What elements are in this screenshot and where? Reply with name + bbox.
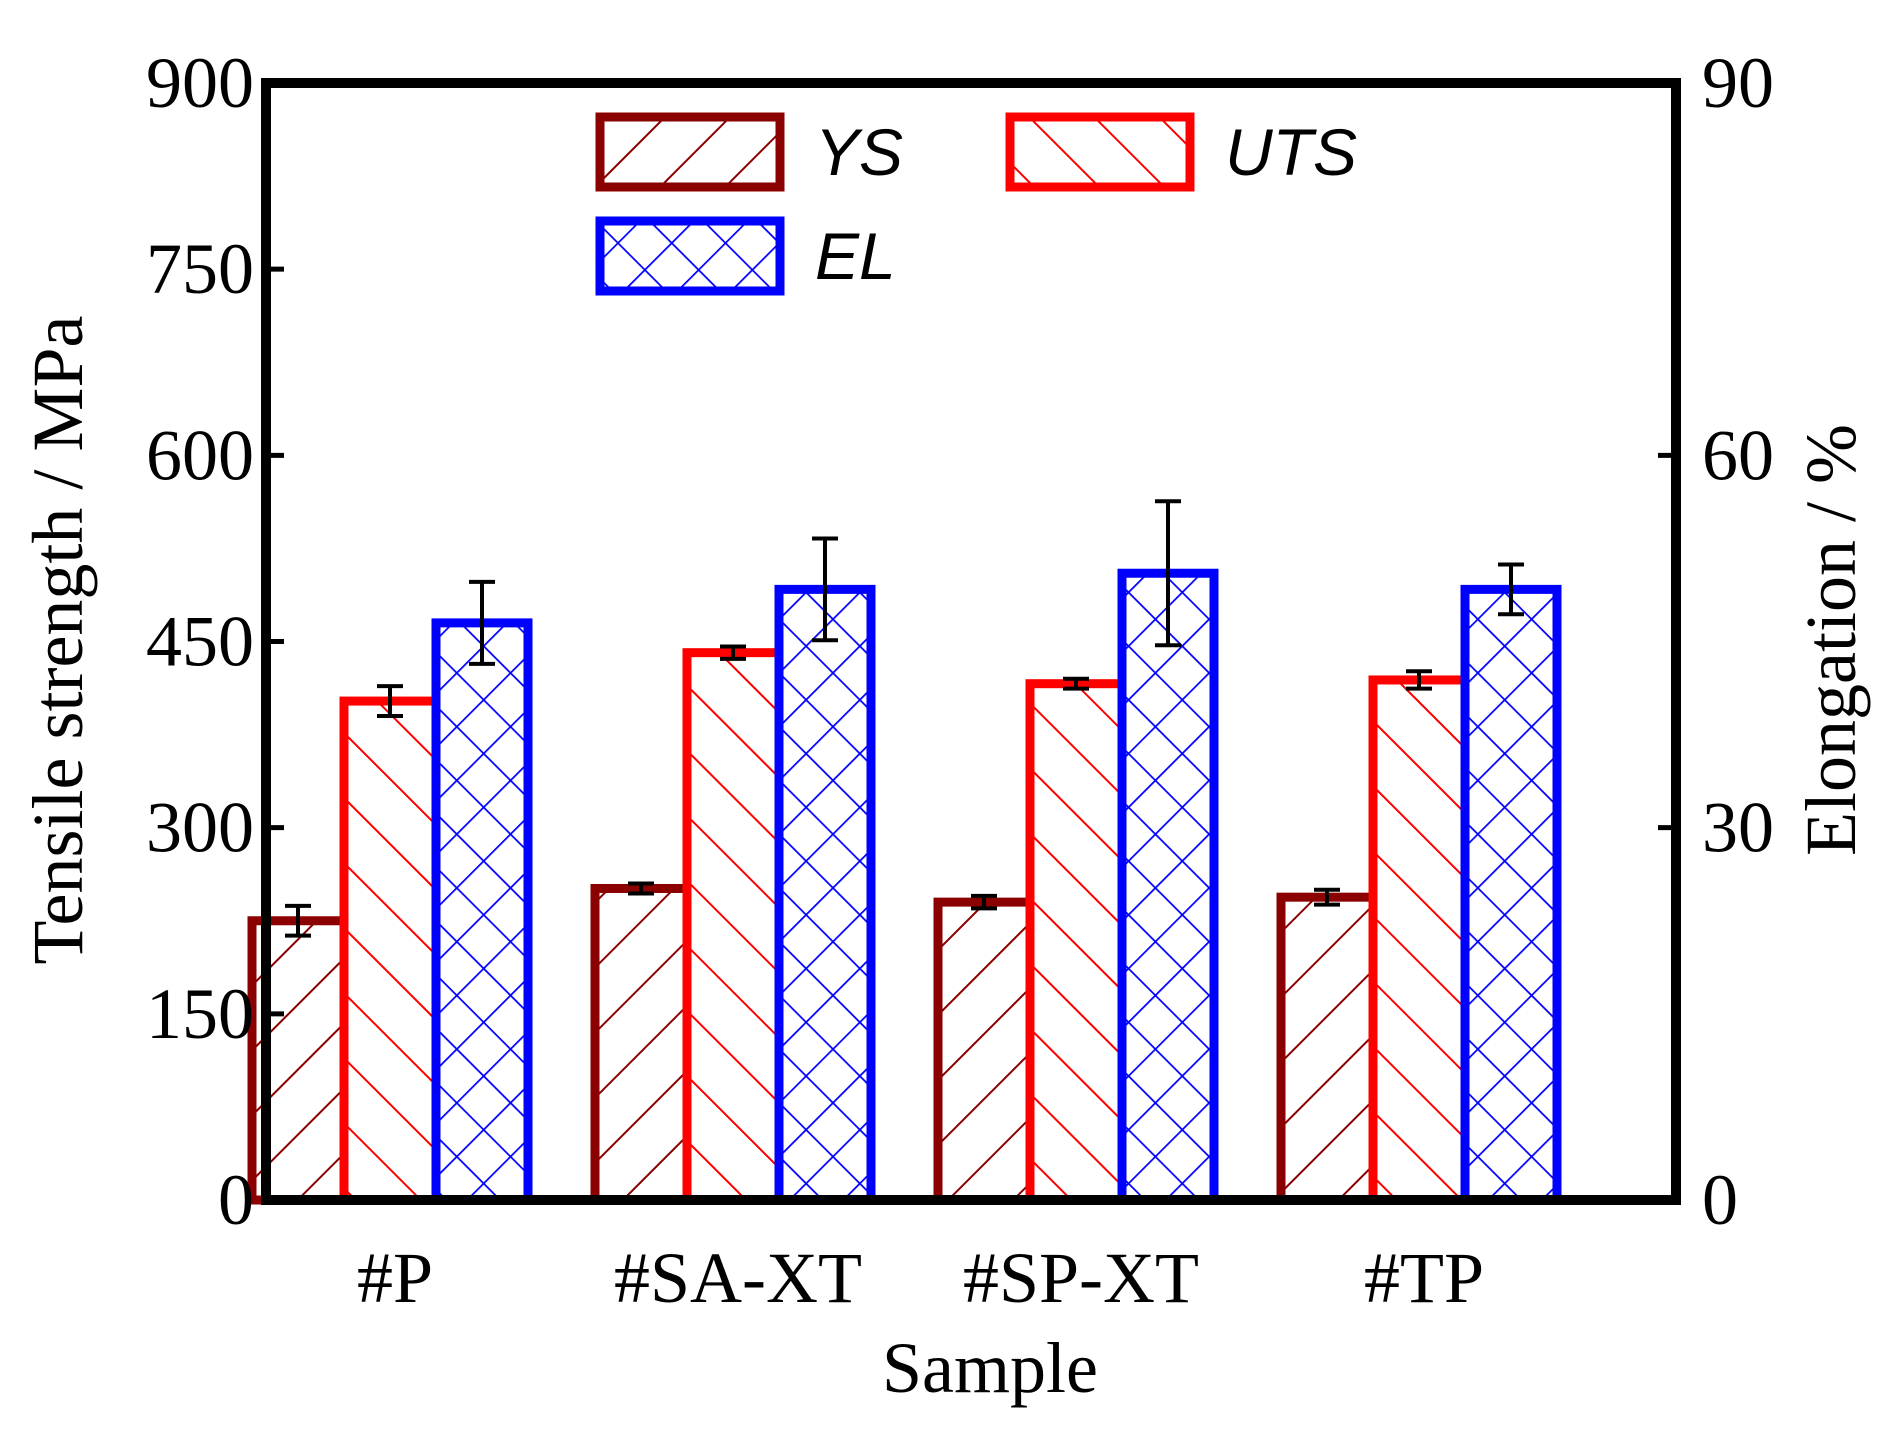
bar-uts-2	[1025, 679, 1127, 1205]
legend-entry-ys: YS	[595, 112, 903, 192]
left-tick-label: 600	[146, 415, 254, 495]
error-bar-uts-3	[1406, 669, 1432, 691]
legend: YS UTS EL	[595, 112, 1357, 296]
bar-el-1	[774, 584, 876, 1205]
legend-swatch-uts	[1005, 112, 1195, 192]
legend-swatch-el	[595, 216, 785, 296]
legend-label-el: EL	[815, 219, 896, 293]
error-bar-uts-0	[377, 684, 403, 718]
error-bar-uts-1	[720, 644, 746, 661]
bars-layer	[247, 568, 1562, 1205]
left-tick-label: 900	[146, 43, 254, 123]
legend-label-ys: YS	[815, 115, 903, 189]
bar-el-3	[1460, 584, 1562, 1205]
x-axis: #P #SA-XT #SP-XT #TP	[357, 1238, 1484, 1318]
error-bar-uts-2	[1063, 676, 1089, 691]
left-tick-label: 0	[218, 1160, 254, 1240]
error-bar-el-3	[1498, 562, 1524, 617]
error-bars-layer	[285, 499, 1524, 938]
legend-entry-el: EL	[595, 216, 896, 296]
bar-el-0	[431, 618, 533, 1205]
left-tick-label: 450	[146, 602, 254, 682]
right-tick-label: 90	[1702, 43, 1774, 123]
bar-el-2	[1117, 568, 1219, 1205]
legend-swatch-ys	[595, 112, 785, 192]
bar-uts-0	[339, 696, 441, 1205]
error-bar-el-1	[812, 536, 838, 643]
legend-entry-uts: UTS	[1005, 112, 1357, 192]
error-bar-ys-3	[1314, 887, 1340, 907]
bar-ys-2	[933, 897, 1035, 1205]
right-tick-label: 30	[1702, 788, 1774, 868]
error-bar-ys-2	[971, 893, 997, 911]
right-axis: 0 30 60 90	[1658, 43, 1774, 1240]
left-axis: 0 150 300 450 600 750 900	[146, 43, 284, 1240]
left-tick-label: 750	[146, 229, 254, 309]
right-axis-title: Elongation / %	[1791, 424, 1871, 856]
left-tick-label: 300	[146, 788, 254, 868]
bar-ys-3	[1276, 892, 1378, 1205]
x-tick-label: #SA-XT	[614, 1238, 862, 1318]
right-tick-label: 0	[1702, 1160, 1738, 1240]
x-axis-title: Sample	[882, 1328, 1098, 1408]
left-axis-title: Tensile strength / MPa	[18, 316, 98, 965]
error-bar-ys-1	[628, 881, 654, 896]
x-tick-label: #P	[357, 1238, 433, 1318]
bar-uts-3	[1368, 675, 1470, 1205]
bar-uts-1	[682, 648, 784, 1205]
bar-ys-1	[590, 883, 692, 1205]
legend-label-uts: UTS	[1225, 115, 1357, 189]
right-tick-label: 60	[1702, 415, 1774, 495]
error-bar-el-2	[1155, 499, 1181, 648]
x-tick-label: #SP-XT	[963, 1238, 1199, 1318]
left-tick-label: 150	[146, 974, 254, 1054]
error-bar-el-0	[469, 579, 495, 666]
error-bar-ys-0	[285, 903, 311, 938]
x-tick-label: #TP	[1364, 1238, 1484, 1318]
